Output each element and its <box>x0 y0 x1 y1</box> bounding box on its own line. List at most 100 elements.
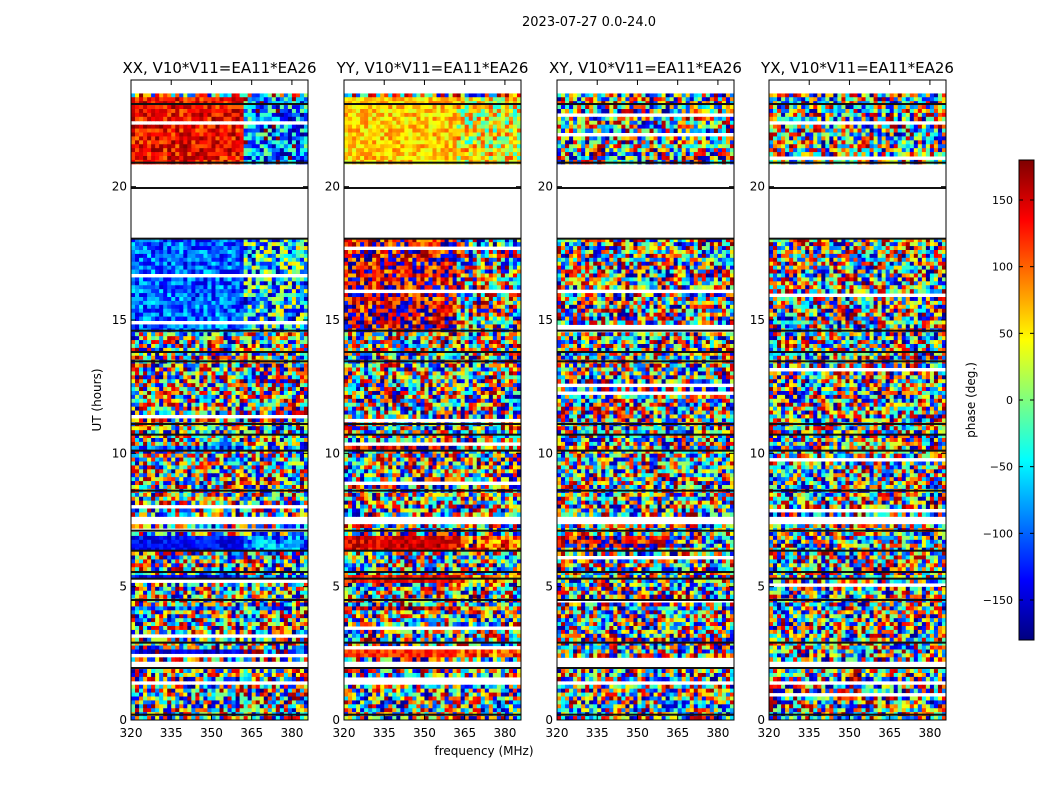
x-tick-label: 350 <box>838 726 861 740</box>
y-axis-label: UT (hours) <box>90 368 104 431</box>
flag-line <box>557 550 734 552</box>
flag-line <box>131 550 308 552</box>
flag-line <box>557 330 734 332</box>
heatmap-cells <box>769 80 947 721</box>
flag-line <box>344 360 521 362</box>
flag-line <box>344 530 521 532</box>
colorbar-tick-label: 100 <box>992 261 1013 274</box>
flag-line <box>769 642 946 644</box>
x-tick-label: 320 <box>120 726 143 740</box>
flag-line <box>131 571 308 573</box>
flag-line <box>557 714 734 716</box>
flag-line <box>557 434 734 436</box>
flag-line <box>131 187 308 189</box>
y-tick-label: 15 <box>112 313 127 327</box>
colorbar-tick-label: 50 <box>999 327 1013 340</box>
flag-line <box>131 351 308 353</box>
x-tick-label: 335 <box>586 726 609 740</box>
flag-line <box>557 599 734 601</box>
x-tick-label: 320 <box>333 726 356 740</box>
heatmap-cells <box>344 80 522 721</box>
flag-line <box>769 450 946 452</box>
x-tick-label: 380 <box>280 726 303 740</box>
flag-line <box>769 351 946 353</box>
flag-line <box>131 238 308 240</box>
y-tick-label: 20 <box>325 180 340 194</box>
flag-line <box>769 360 946 362</box>
flag-line <box>557 103 734 105</box>
colorbar-tick-label: −150 <box>983 594 1013 607</box>
y-tick-label: 15 <box>538 313 553 327</box>
flag-line <box>344 642 521 644</box>
flag-line <box>557 162 734 164</box>
x-tick-label: 350 <box>626 726 649 740</box>
y-tick-label: 20 <box>750 180 765 194</box>
flag-line <box>344 330 521 332</box>
flag-line <box>344 578 521 580</box>
flag-line <box>131 360 308 362</box>
flag-line <box>769 490 946 492</box>
y-tick-label: 10 <box>538 446 553 460</box>
y-tick-label: 10 <box>325 446 340 460</box>
flag-line <box>557 423 734 425</box>
flag-line <box>557 571 734 573</box>
flag-line <box>769 423 946 425</box>
flag-line <box>131 599 308 601</box>
panels: XX, V10*V11=EA11*EA26 320 335 350 365 380 0 5 10… <box>112 59 954 740</box>
colorbar-tick-label: 150 <box>992 194 1013 207</box>
flag-line <box>344 434 521 436</box>
x-tick-label: 320 <box>758 726 781 740</box>
x-tick-label: 350 <box>200 726 223 740</box>
flag-line <box>344 187 521 189</box>
x-tick-label: 365 <box>878 726 901 740</box>
colorbar-tick-label: 0 <box>1006 394 1013 407</box>
flag-line <box>557 530 734 532</box>
flag-line <box>131 103 308 105</box>
flag-line <box>344 714 521 716</box>
x-tick-label: 335 <box>160 726 183 740</box>
flag-line <box>557 360 734 362</box>
flag-line <box>557 187 734 189</box>
y-tick-label: 0 <box>545 713 553 727</box>
flag-line <box>344 238 521 240</box>
x-tick-label: 350 <box>413 726 436 740</box>
flag-line <box>131 530 308 532</box>
flag-line <box>344 103 521 105</box>
x-tick-label: 380 <box>918 726 941 740</box>
y-tick-label: 20 <box>538 180 553 194</box>
flag-line <box>769 238 946 240</box>
flag-line <box>344 550 521 552</box>
panel-title: XX, V10*V11=EA11*EA26 <box>122 59 316 77</box>
y-tick-label: 0 <box>119 713 127 727</box>
colorbar-label: phase (deg.) <box>964 362 978 438</box>
flag-line <box>769 187 946 189</box>
panel-title: YX, V10*V11=EA11*EA26 <box>760 59 954 77</box>
y-tick-label: 5 <box>119 580 127 594</box>
flag-line <box>131 714 308 716</box>
flag-line <box>769 330 946 332</box>
colorbar-tick-label: −50 <box>990 461 1013 474</box>
x-tick-label: 365 <box>240 726 263 740</box>
flag-line <box>344 162 521 164</box>
x-tick-label: 380 <box>493 726 516 740</box>
flag-line <box>131 162 308 164</box>
flag-line <box>769 599 946 601</box>
panel-title: YY, V10*V11=EA11*EA26 <box>336 59 529 77</box>
flag-line <box>131 330 308 332</box>
y-tick-label: 0 <box>332 713 340 727</box>
flag-line <box>769 571 946 573</box>
x-tick-label: 335 <box>373 726 396 740</box>
flag-line <box>557 578 734 580</box>
flag-line <box>131 642 308 644</box>
flag-line <box>769 530 946 532</box>
flag-line <box>344 423 521 425</box>
flag-line <box>769 667 946 669</box>
y-tick-label: 5 <box>332 580 340 594</box>
x-axis-label: frequency (MHz) <box>434 744 533 758</box>
